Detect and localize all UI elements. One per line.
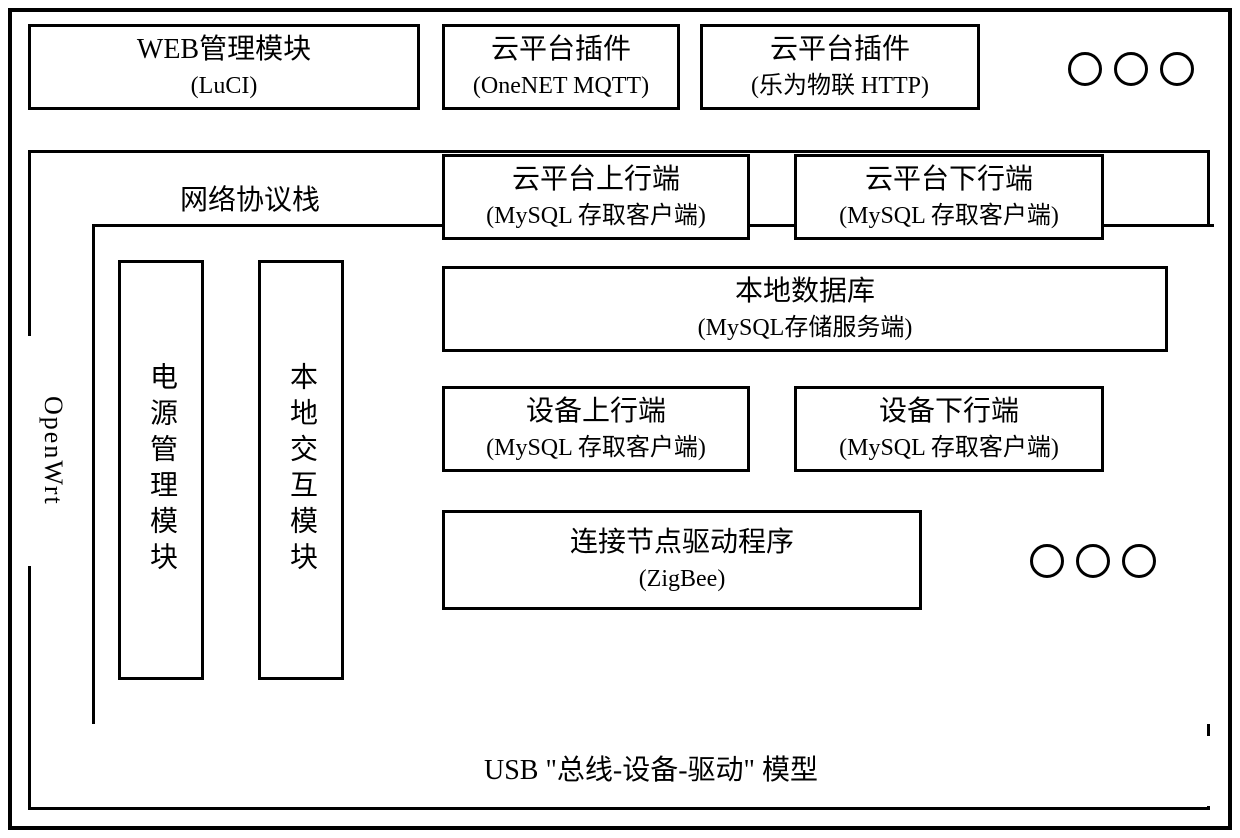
box-title: 设备上行端 [526, 394, 666, 430]
box-device-downlink: 设备下行端 (MySQL 存取客户端) [794, 386, 1104, 472]
box-title: WEB管理模块 [137, 32, 311, 68]
box-title: 云平台下行端 [865, 162, 1033, 198]
box-usb-model: USB "总线-设备-驱动" 模型 [92, 736, 1210, 806]
box-title: 云平台插件 [491, 32, 631, 68]
box-local-interaction: 本地交互模块 [258, 260, 344, 680]
box-web-mgmt: WEB管理模块 (LuCI) [28, 24, 420, 110]
box-device-uplink: 设备上行端 (MySQL 存取客户端) [442, 386, 750, 472]
box-title: 云平台插件 [770, 32, 910, 68]
box-local-db: 本地数据库 (MySQL存储服务端) [442, 266, 1168, 352]
box-sub: (乐为物联 HTTP) [751, 71, 929, 102]
label-openwrt: OpenWrt [28, 336, 78, 566]
box-sub: (ZigBee) [639, 564, 726, 595]
ellipsis-icon [1030, 544, 1156, 578]
box-title: 云平台上行端 [512, 162, 680, 198]
box-title: USB "总线-设备-驱动" 模型 [484, 753, 818, 789]
label-network-stack: 网络协议栈 [100, 178, 400, 218]
box-power-mgmt: 电源管理模块 [118, 260, 204, 680]
box-title: 设备下行端 [879, 394, 1019, 430]
circle-icon [1114, 52, 1148, 86]
circle-icon [1068, 52, 1102, 86]
box-cloud-plugin-2: 云平台插件 (乐为物联 HTTP) [700, 24, 980, 110]
box-sub: (MySQL 存取客户端) [839, 201, 1059, 232]
circle-icon [1122, 544, 1156, 578]
box-sub: (MySQL 存取客户端) [486, 201, 706, 232]
box-cloud-downlink: 云平台下行端 (MySQL 存取客户端) [794, 154, 1104, 240]
box-sub: (OneNET MQTT) [473, 71, 649, 102]
box-connection-driver: 连接节点驱动程序 (ZigBee) [442, 510, 922, 610]
vtext: 电源管理模块 [141, 362, 181, 578]
box-cloud-uplink: 云平台上行端 (MySQL 存取客户端) [442, 154, 750, 240]
box-title: 连接节点驱动程序 [570, 525, 794, 561]
circle-icon [1030, 544, 1064, 578]
vtext: OpenWrt [38, 396, 68, 506]
box-sub: (MySQL 存取客户端) [486, 433, 706, 464]
box-cloud-plugin-1: 云平台插件 (OneNET MQTT) [442, 24, 680, 110]
ellipsis-icon [1068, 52, 1194, 86]
circle-icon [1160, 52, 1194, 86]
vtext: 本地交互模块 [281, 362, 321, 578]
box-sub: (MySQL 存取客户端) [839, 433, 1059, 464]
box-sub: (MySQL存储服务端) [698, 313, 913, 344]
box-title: 本地数据库 [735, 274, 875, 310]
box-sub: (LuCI) [191, 71, 258, 102]
circle-icon [1076, 544, 1110, 578]
